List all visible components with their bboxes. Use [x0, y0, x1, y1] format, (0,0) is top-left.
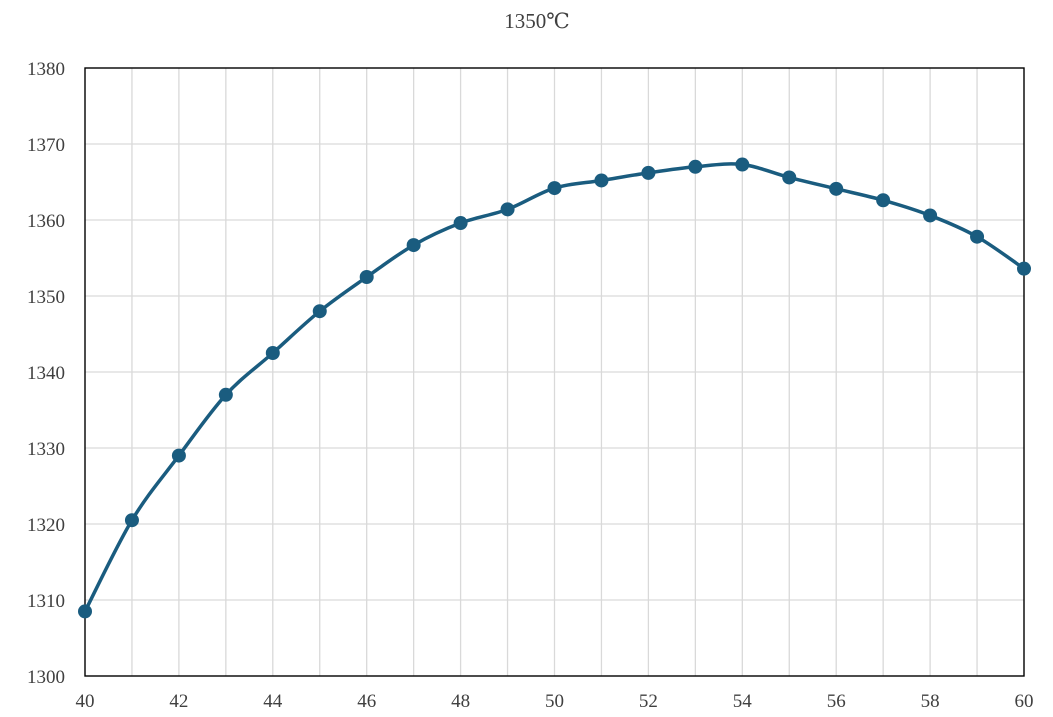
- data-point: [78, 604, 92, 619]
- data-point: [1017, 261, 1031, 276]
- data-point: [124, 513, 139, 528]
- x-tick-label: 54: [733, 691, 753, 712]
- data-point: [735, 157, 750, 172]
- data-point: [829, 181, 844, 196]
- x-tick-label: 42: [169, 691, 188, 712]
- y-tick-label: 1310: [27, 591, 65, 612]
- data-point: [218, 387, 233, 402]
- y-tick-label: 1370: [27, 135, 65, 156]
- y-tick-label: 1380: [27, 59, 65, 80]
- x-tick-label: 56: [827, 691, 846, 712]
- x-tick-label: 52: [639, 691, 658, 712]
- data-point: [312, 304, 327, 319]
- y-tick-label: 1320: [27, 515, 65, 536]
- data-point: [923, 208, 938, 223]
- x-tick-label: 46: [357, 691, 376, 712]
- data-point: [594, 173, 609, 188]
- plot-area-frame: [84, 67, 1025, 677]
- grid-lines: [85, 68, 1024, 676]
- y-tick-label: 1300: [27, 667, 65, 688]
- x-tick-label: 50: [545, 691, 564, 712]
- data-point: [688, 159, 703, 174]
- data-point: [265, 346, 280, 360]
- y-tick-label: 1340: [27, 363, 65, 384]
- data-point: [359, 270, 374, 284]
- data-point: [453, 216, 468, 231]
- y-tick-label: 1360: [27, 211, 65, 232]
- x-tick-label: 60: [1015, 691, 1034, 712]
- x-tick-label: 44: [263, 691, 283, 712]
- data-point: [970, 229, 985, 244]
- data-points: [78, 157, 1031, 619]
- data-point: [876, 193, 891, 208]
- x-tick-label: 58: [921, 691, 940, 712]
- x-tick-label: 40: [76, 691, 95, 712]
- data-point: [782, 170, 797, 185]
- data-point: [641, 165, 656, 180]
- data-point: [171, 448, 186, 463]
- data-point: [500, 202, 515, 217]
- axis-tick-labels: 40 42 44 46 48 50 52 54 56 58 60 1300 1310 1320 1330 13…: [27, 59, 1034, 712]
- data-point: [406, 238, 421, 253]
- y-tick-label: 1350: [27, 287, 65, 308]
- data-point: [547, 181, 562, 196]
- y-tick-label: 1330: [27, 439, 65, 460]
- x-tick-label: 48: [451, 691, 470, 712]
- chart-title: 1350℃: [504, 9, 570, 33]
